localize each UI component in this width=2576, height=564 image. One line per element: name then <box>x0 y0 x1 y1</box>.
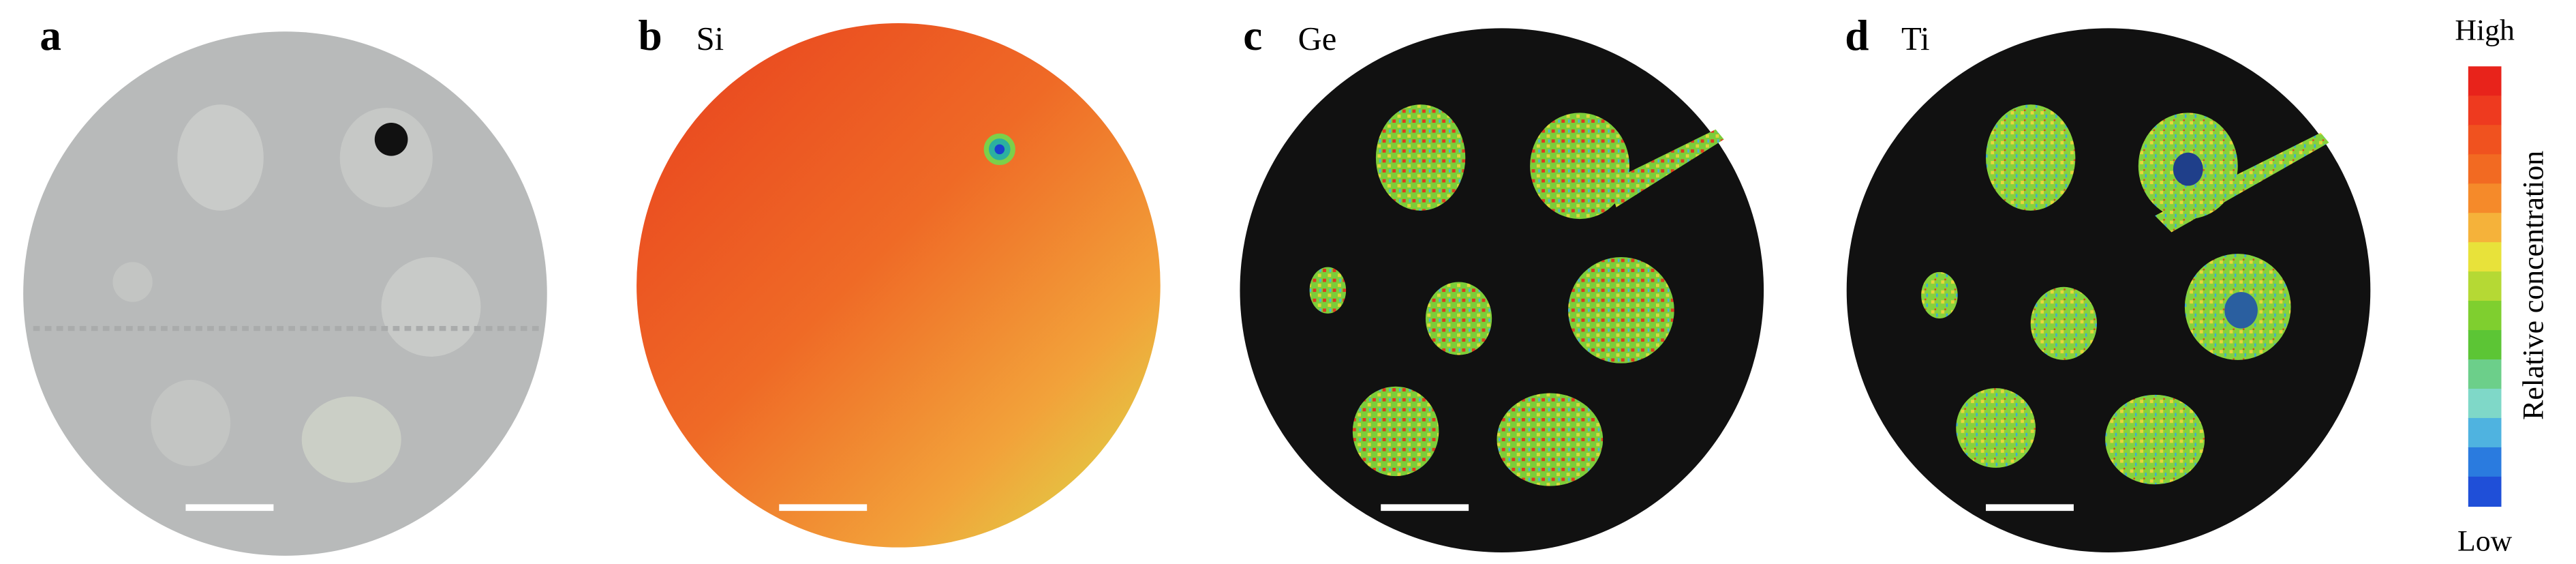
colorbar-segment <box>2468 359 2502 390</box>
pore <box>374 122 408 156</box>
particle <box>1425 282 1492 355</box>
particle <box>2105 394 2205 485</box>
colorbar-segment <box>2468 388 2502 419</box>
panel-label: b <box>639 12 662 59</box>
void <box>2173 152 2203 186</box>
particle <box>301 396 401 483</box>
pore-center <box>994 144 1005 155</box>
colorbar-title: Relative concentration <box>2517 151 2549 420</box>
particle <box>1309 267 1347 314</box>
particle <box>151 380 231 466</box>
colorbar-segment <box>2468 301 2502 331</box>
particle <box>381 257 481 357</box>
panel-label: d <box>1845 12 1869 59</box>
element-label: Ti <box>1901 20 1930 57</box>
particle <box>1497 393 1604 486</box>
colorbar-segment <box>2468 417 2502 449</box>
particle <box>339 108 433 208</box>
particles <box>1309 104 1724 486</box>
si-map <box>637 23 1161 548</box>
particle-tail <box>1608 129 1724 208</box>
particle <box>1530 113 1630 220</box>
particle <box>1921 271 1958 319</box>
particle-tail <box>2155 132 2329 233</box>
colorbar-segment <box>2468 154 2502 185</box>
colorbar-segment <box>2468 125 2502 155</box>
panel-b: b Si <box>637 12 1161 548</box>
colorbar-segment <box>2468 213 2502 243</box>
colorbar-segment <box>2468 330 2502 361</box>
colorbar-segment <box>2468 271 2502 302</box>
colorbar-segment <box>2468 447 2502 478</box>
particle <box>177 104 264 211</box>
particle <box>1568 257 1674 363</box>
particle <box>112 262 153 302</box>
particle <box>2030 286 2097 360</box>
colorbar-segment <box>2468 476 2502 507</box>
colorbar-segment <box>2468 183 2502 214</box>
particle <box>1375 104 1466 211</box>
panel-c: c Ge <box>1240 12 1764 552</box>
colorbar-segment <box>2468 242 2502 273</box>
panel-a: a <box>23 12 547 556</box>
colorbar-segment <box>2468 95 2502 126</box>
particle <box>1986 104 2076 211</box>
particle <box>1352 386 1439 477</box>
colorbar-scale <box>2468 66 2502 507</box>
colorbar-segment <box>2468 66 2502 97</box>
colorbar: High Low Relative concentration <box>2455 14 2549 557</box>
element-label: Si <box>696 20 724 57</box>
colorbar-high: High <box>2455 14 2515 46</box>
panel-label: a <box>40 12 61 59</box>
panel-d: d Ti <box>1845 12 2371 552</box>
void <box>2224 292 2258 329</box>
particle <box>1956 388 2036 468</box>
element-label: Ge <box>1298 20 1337 57</box>
panel-label: c <box>1243 12 1262 59</box>
colorbar-low: Low <box>2457 525 2513 558</box>
